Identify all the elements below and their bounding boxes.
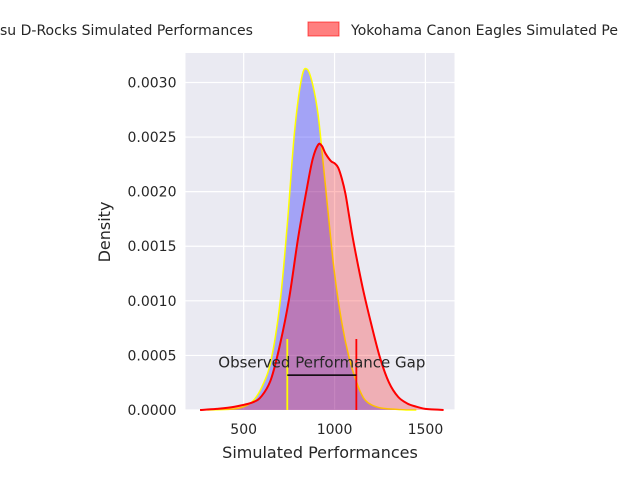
grid-lines [185,53,455,411]
y-axis-label: Density [95,202,114,263]
series-1-line [199,142,444,411]
y-tick-labels: 0.0000 0.0005 0.0010 0.0015 0.0020 0.0025 0.00… [128,75,177,419]
y-tick-label-5: 0.0025 [128,130,177,146]
x-tick-label-1: 1000 [317,422,353,438]
x-tick-label-0: 500 [230,422,257,438]
series-0-area [207,68,417,410]
x-tick-labels: 500 1000 1500 [230,422,443,438]
x-tick-label-2: 1500 [408,422,444,438]
legend-label-blue: su D-Rocks Simulated Performances [0,23,253,39]
legend: su D-Rocks Simulated Performances Yokoha… [0,21,618,39]
annotation-gap-label: Observed Performance Gap [218,353,425,371]
y-tick-label-6: 0.0030 [128,75,177,91]
y-tick-label-0: 0.0000 [128,403,177,419]
reference-lines [286,339,358,410]
y-tick-label-3: 0.0015 [128,239,177,255]
plot-background [185,53,455,410]
series-0-line [207,67,417,411]
density-series [199,67,444,411]
series-1-area [200,143,444,410]
legend-swatch-red [307,21,340,37]
y-tick-label-2: 0.0010 [128,294,177,310]
x-axis-label: Simulated Performances [222,443,418,462]
legend-label-red: Yokohama Canon Eagles Simulated Pe [350,23,618,39]
y-tick-label-4: 0.0020 [128,185,177,201]
y-tick-label-1: 0.0005 [128,348,177,364]
